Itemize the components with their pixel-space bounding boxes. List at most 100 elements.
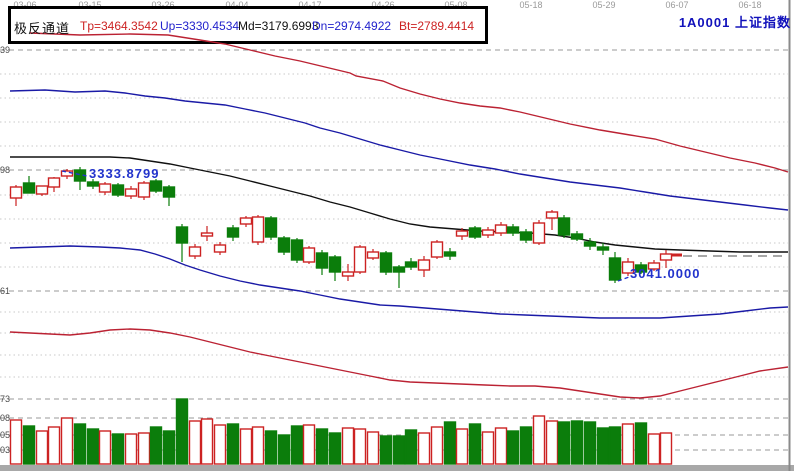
volume-bar [519,426,533,465]
candlestick [239,217,253,225]
date-tick-label: 05-08 [444,0,468,10]
volume-bar [353,428,367,465]
volume-bar [570,420,584,465]
candlestick [494,224,508,234]
volume-bar [557,421,571,465]
volume-bar [443,421,457,465]
date-tick-label: 04-04 [225,0,249,10]
candlestick [634,264,648,273]
volume-bar [404,429,418,465]
volume-bar [290,425,304,465]
candlestick [149,180,163,192]
volume-bar [302,424,316,465]
volume-bar [188,420,202,465]
volume-bar [596,427,610,465]
candlestick [137,182,151,198]
volume-bar [417,432,431,465]
candlestick [277,237,291,253]
candlestick [226,227,240,238]
candlestick [315,252,329,269]
candlestick [659,253,673,261]
volume-bar [494,427,508,465]
candlestick [647,262,661,270]
candlestick [22,182,36,194]
volume-bar [251,426,265,465]
date-tick-label: 06-18 [738,0,762,10]
candlestick [366,251,380,259]
candlestick [111,184,125,196]
volume-bar [124,433,138,465]
channel-line-up [9,89,789,211]
volume-bar [226,423,240,465]
volume-bar [35,430,49,465]
candlestick [290,239,304,261]
date-tick-label: 04-17 [298,0,322,10]
date-tick-label: 06-07 [665,0,689,10]
volume-bar [468,423,482,465]
candlestick [545,211,559,219]
bottom-scroll-strip [0,465,794,471]
candlestick [188,246,202,257]
date-tick-label: 05-18 [519,0,543,10]
volume-bar [659,432,673,465]
candlestick [417,259,431,271]
candlestick [392,266,406,273]
volume-bar [86,428,100,465]
volume-bar [98,430,112,465]
date-tick-label: 03-26 [151,0,175,10]
volume-bar [264,430,278,465]
candlestick [213,244,227,253]
date-tick-label: 04-26 [371,0,395,10]
volume-bar [455,428,469,465]
volume-bar [175,398,189,465]
candlestick [468,227,482,238]
candlestick [455,230,469,237]
volume-bar [213,424,227,465]
volume-bar [239,428,253,465]
volume-bar [111,433,125,465]
candlestick [9,186,23,199]
volume-bar [647,433,661,465]
volume-bar [366,431,380,465]
volume-bar [73,423,87,465]
candlestick [353,246,367,273]
volume-bar [379,435,393,465]
channel-line-bt [9,328,789,399]
candlestick [519,231,533,241]
candlestick [328,256,342,273]
candlestick [86,181,100,187]
candlestick [264,217,278,238]
indicator-legend-box [8,6,488,44]
volume-bar [60,417,74,465]
volume-bar [341,427,355,465]
candlestick [200,232,214,237]
candlestick [47,177,61,188]
candlestick [506,226,520,234]
volume-bar [634,422,648,465]
volume-bar [621,423,635,465]
candlestick [430,241,444,258]
swing-high-leader [61,170,88,177]
candlestick [302,247,316,263]
volume-bar [22,425,36,465]
candlestick [251,216,265,243]
date-tick-label: 03-15 [78,0,102,10]
channel-line-md [10,156,788,253]
volume-bar [315,428,329,465]
candlestick [35,185,49,195]
candlestick [557,217,571,236]
candlestick [570,233,584,240]
volume-bar [506,430,520,465]
volume-bar [532,415,546,465]
volume-bar [392,435,406,465]
volume-bar [277,434,291,465]
channel-line-dn [9,245,789,319]
candlestick [98,183,112,193]
last-low-leader [617,276,630,282]
volume-bar [162,430,176,465]
volume-bar [200,418,214,465]
candlestick [341,271,355,277]
